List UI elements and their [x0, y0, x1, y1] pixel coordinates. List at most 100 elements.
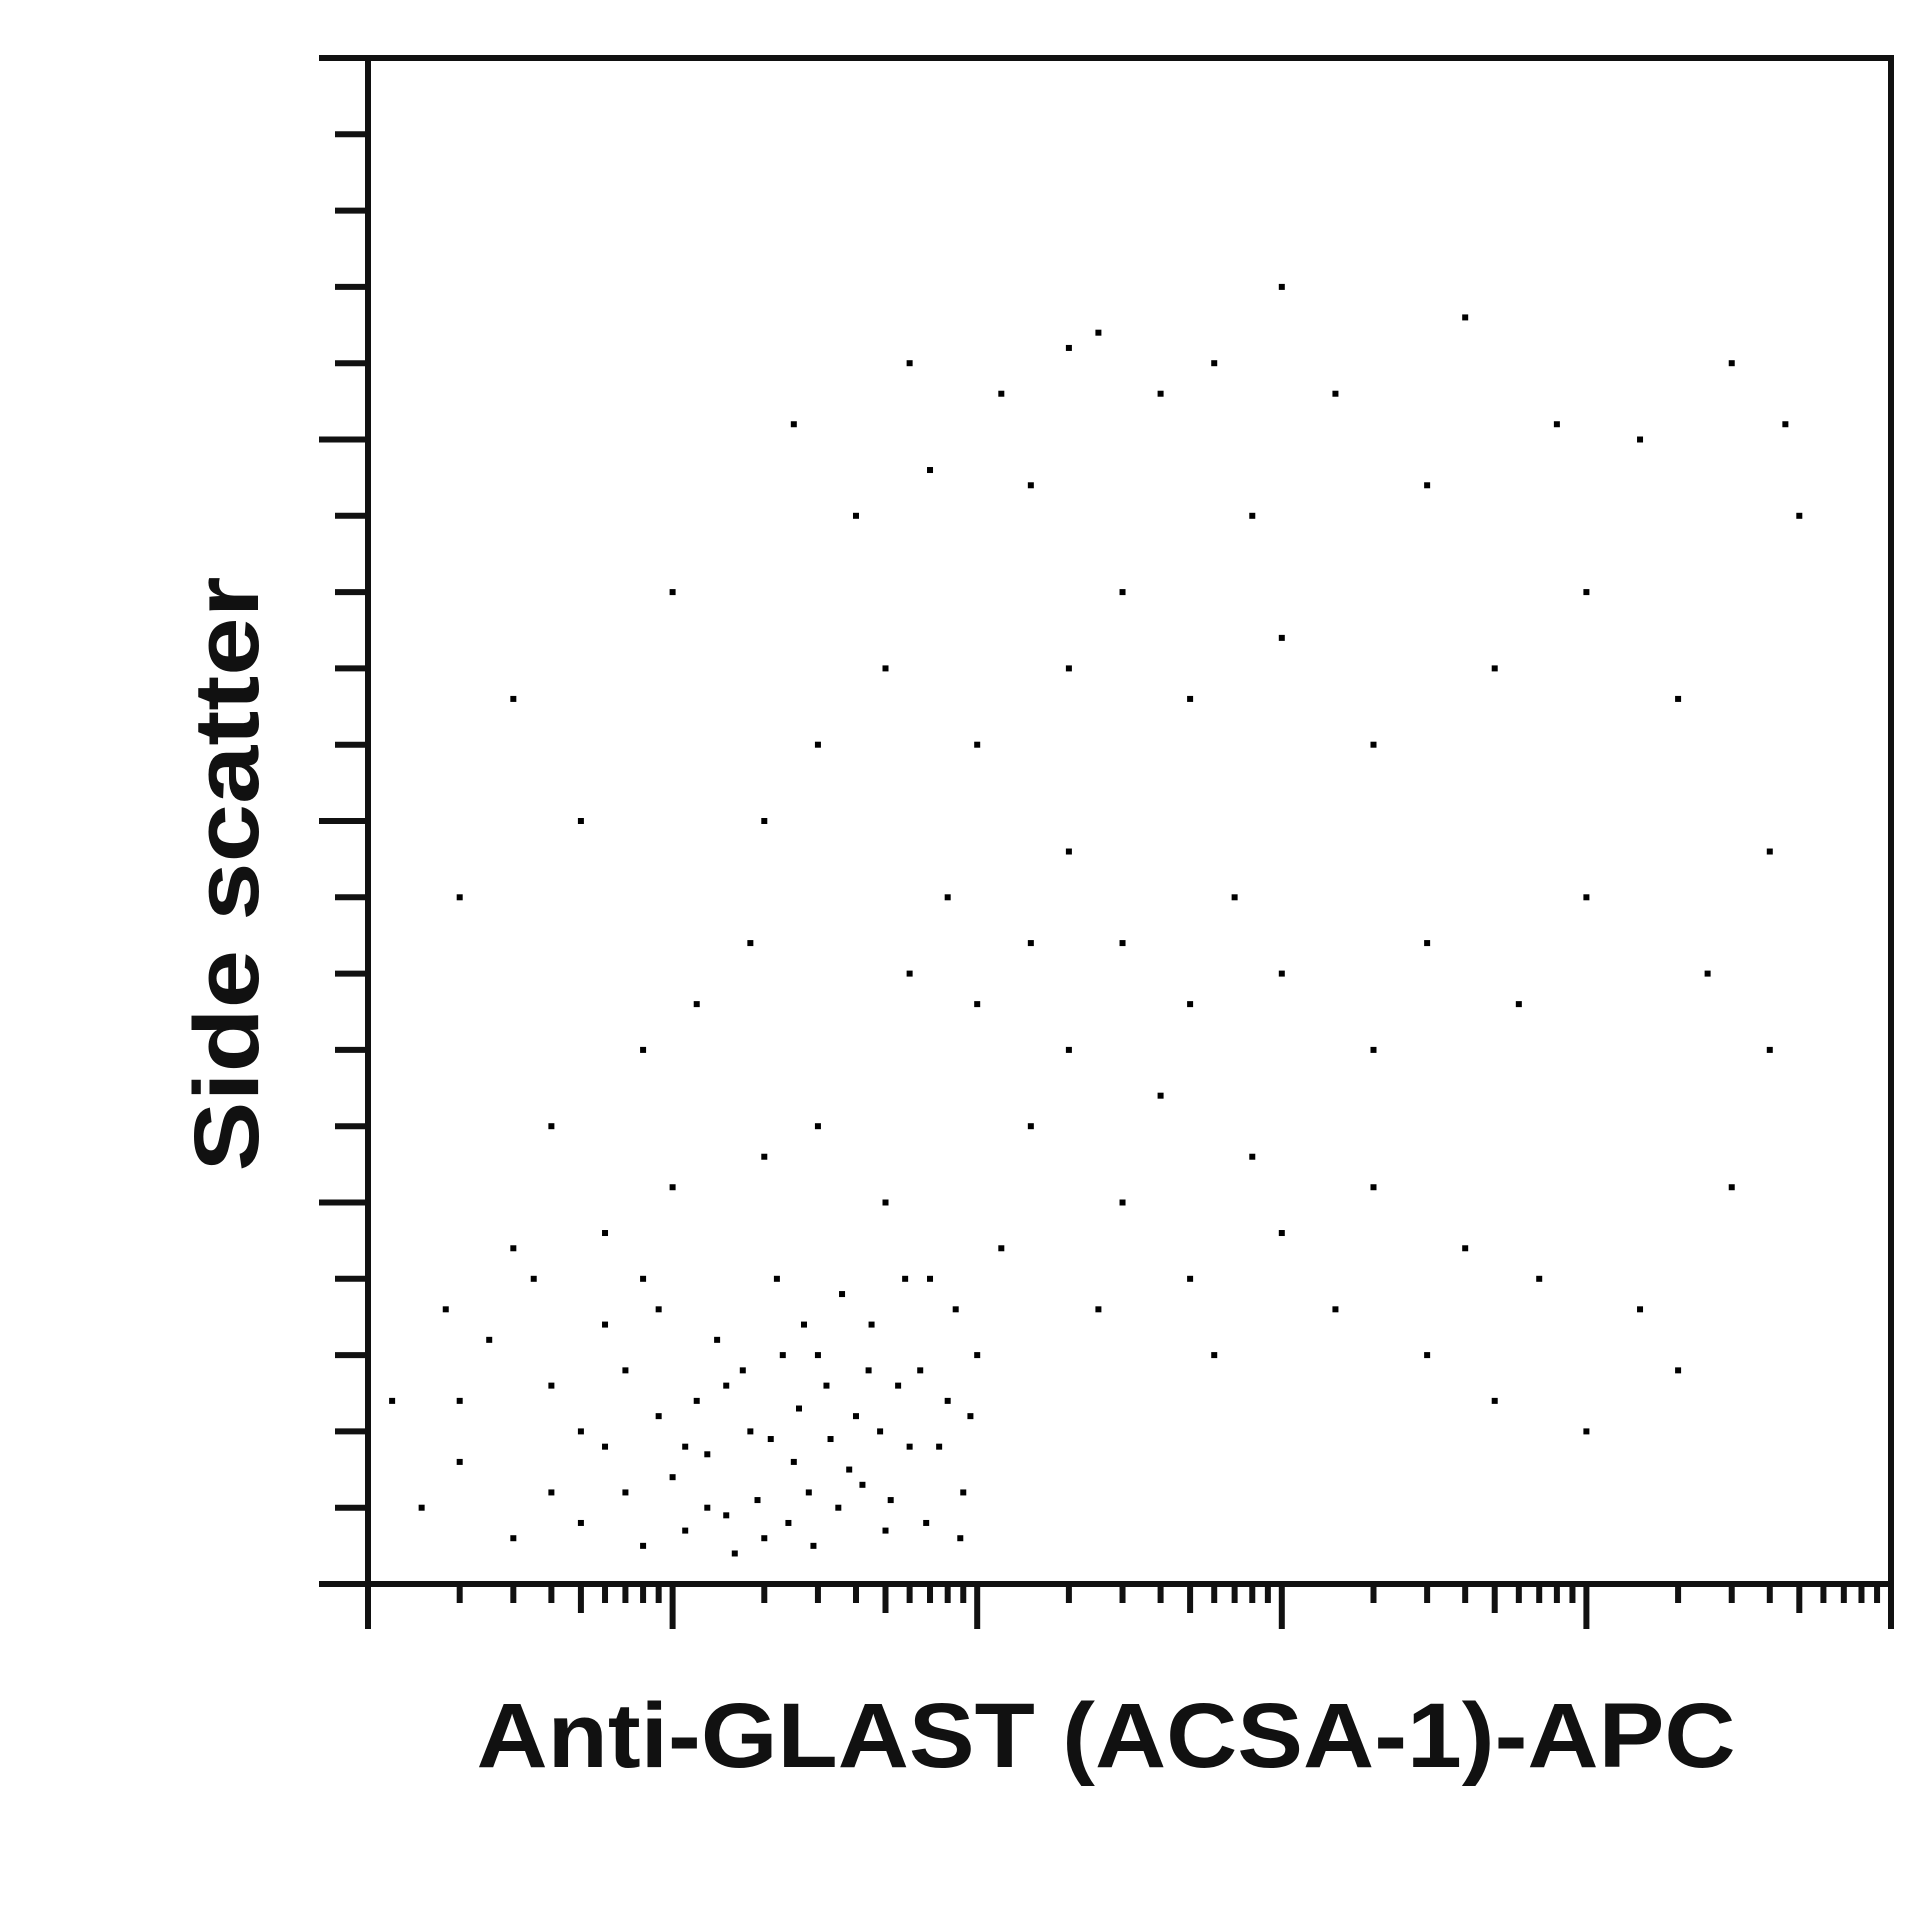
scatter-point	[882, 665, 889, 672]
scatter-point	[739, 1367, 746, 1374]
scatter-point	[800, 1321, 807, 1328]
scatter-point	[998, 390, 1005, 397]
scatter-point	[1782, 421, 1789, 428]
scatter-point	[602, 1443, 609, 1450]
scatter-point	[927, 467, 934, 474]
scatter-point	[1095, 329, 1102, 336]
scatter-point	[814, 1123, 821, 1130]
scatter-point	[974, 1352, 981, 1359]
scatter-point	[1065, 1046, 1072, 1053]
scatter-point	[974, 1001, 981, 1008]
scatter-point	[510, 1535, 517, 1542]
scatter-point	[754, 1497, 761, 1504]
scatter-point	[887, 1497, 894, 1504]
scatter-point	[622, 1489, 629, 1496]
scatter-point	[640, 1542, 647, 1549]
scatter-point	[602, 1230, 609, 1237]
scatter-point	[456, 1458, 463, 1465]
scatter-point	[1553, 421, 1560, 428]
scatter-point	[957, 1535, 964, 1542]
scatter-point	[1370, 1046, 1377, 1053]
scatter-point	[510, 695, 517, 702]
scatter-point	[723, 1512, 730, 1519]
scatter-point	[1119, 1199, 1126, 1206]
scatter-point	[1332, 390, 1339, 397]
scatter-point	[1278, 970, 1285, 977]
scatter-point	[1065, 344, 1072, 351]
scatter-point	[814, 1352, 821, 1359]
scatter-point	[906, 360, 913, 367]
scatter-point	[1424, 940, 1431, 947]
scatter-point	[927, 1275, 934, 1282]
scatter-point	[923, 1519, 930, 1526]
scatter-point	[548, 1123, 555, 1130]
scatter-point	[814, 741, 821, 748]
scatter-point	[1515, 1001, 1522, 1008]
scatter-point	[1583, 1428, 1590, 1435]
scatter-point	[640, 1275, 647, 1282]
scatter-point	[1332, 1306, 1339, 1313]
scatter-point	[785, 1519, 792, 1526]
plot-frame	[365, 55, 1894, 1587]
scatter-point	[865, 1367, 872, 1374]
scatter-point	[1491, 665, 1498, 672]
scatter-point	[1249, 512, 1256, 519]
scatter-point	[1027, 1123, 1034, 1130]
scatter-point	[1157, 1092, 1164, 1099]
scatter-point	[1536, 1275, 1543, 1282]
scatter-point	[442, 1306, 449, 1313]
scatter-point	[669, 589, 676, 596]
scatter-point	[655, 1413, 662, 1420]
scatter-point	[1027, 482, 1034, 489]
scatter-point	[859, 1481, 866, 1488]
scatter-point	[456, 894, 463, 901]
scatter-point	[548, 1489, 555, 1496]
scatter-point	[1065, 665, 1072, 672]
scatter-point	[1095, 1306, 1102, 1313]
scatter-point	[693, 1001, 700, 1008]
scatter-point	[602, 1321, 609, 1328]
scatter-point	[418, 1504, 425, 1511]
scatter-point	[486, 1336, 493, 1343]
scatter-point	[960, 1489, 967, 1496]
scatter-point	[868, 1321, 875, 1328]
scatter-point	[790, 1458, 797, 1465]
scatter-point	[779, 1352, 786, 1359]
scatter-point	[1231, 894, 1238, 901]
scatter-point	[1491, 1397, 1498, 1404]
scatter-point	[640, 1046, 647, 1053]
scatter-point	[906, 970, 913, 977]
scatter-point	[1462, 314, 1469, 321]
scatter-point	[1675, 695, 1682, 702]
scatter-point	[773, 1275, 780, 1282]
scatter-point	[823, 1382, 830, 1389]
scatter-point	[974, 741, 981, 748]
scatter-point	[1249, 1153, 1256, 1160]
scatter-point	[704, 1451, 711, 1458]
scatter-point	[747, 940, 754, 947]
scatter-point	[1637, 436, 1644, 443]
scatter-point	[877, 1428, 884, 1435]
scatter-point	[389, 1397, 396, 1404]
scatter-point	[1796, 512, 1803, 519]
scatter-point	[827, 1436, 834, 1443]
scatter-point	[761, 1153, 768, 1160]
scatter-point	[895, 1382, 902, 1389]
scatter-point	[1637, 1306, 1644, 1313]
scatter-point	[682, 1527, 689, 1534]
scatter-point	[1766, 1046, 1773, 1053]
scatter-point	[1157, 390, 1164, 397]
scatter-point	[1065, 848, 1072, 855]
scatter-point	[882, 1527, 889, 1534]
scatter-point	[835, 1504, 842, 1511]
scatter-point	[790, 421, 797, 428]
scatter-point	[1728, 360, 1735, 367]
scatter-point	[1583, 589, 1590, 596]
scatter-point	[682, 1443, 689, 1450]
scatter-point	[731, 1550, 738, 1557]
scatter-point	[761, 1535, 768, 1542]
scatter-point	[761, 818, 768, 824]
y-axis-title: Side scatter	[176, 577, 278, 1172]
scatter-point	[852, 512, 859, 519]
